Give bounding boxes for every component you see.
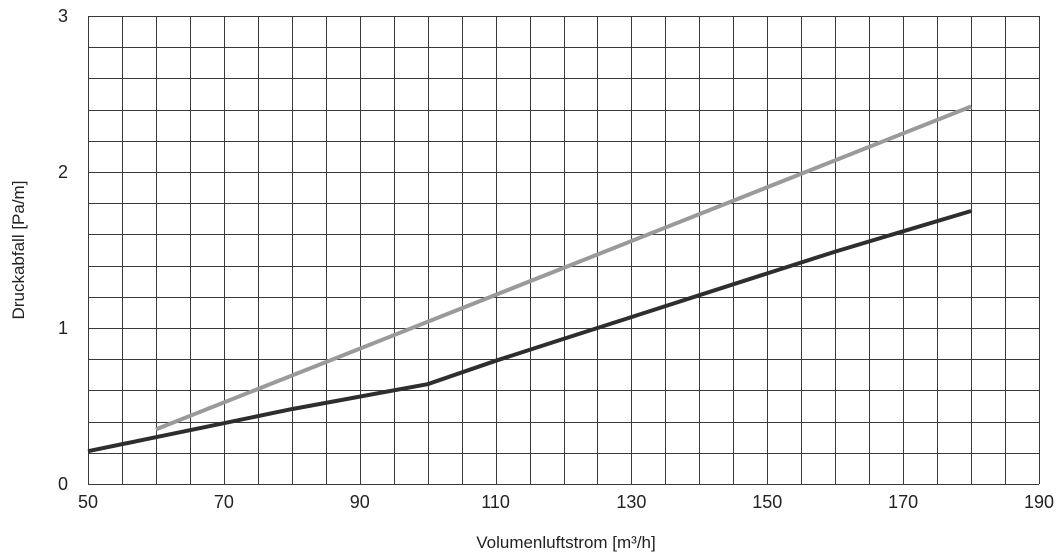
x-tick-label: 70 — [214, 492, 234, 512]
x-tick-label: 190 — [1024, 492, 1054, 512]
series-line-2 — [87, 209, 972, 454]
x-tick-label: 170 — [888, 492, 918, 512]
y-tick-label: 2 — [58, 162, 68, 182]
x-tick-label: 50 — [78, 492, 98, 512]
tick-labels: 50 70 90 110 130 150 170 190 0 1 2 3 — [58, 6, 1054, 512]
series-line-1 — [155, 104, 972, 432]
grid — [88, 16, 1040, 485]
x-axis-title: Volumenluftstrom [m³/h] — [476, 533, 656, 552]
y-axis-title: Druckabfall [Pa/m] — [9, 181, 28, 320]
x-tick-label: 90 — [350, 492, 370, 512]
series-layer — [87, 104, 972, 454]
x-tick-label: 110 — [481, 492, 510, 512]
x-tick-label: 130 — [616, 492, 646, 512]
y-tick-label: 1 — [58, 318, 68, 338]
y-tick-label: 3 — [58, 6, 68, 26]
x-tick-label: 150 — [752, 492, 782, 512]
y-tick-label: 0 — [58, 474, 68, 494]
